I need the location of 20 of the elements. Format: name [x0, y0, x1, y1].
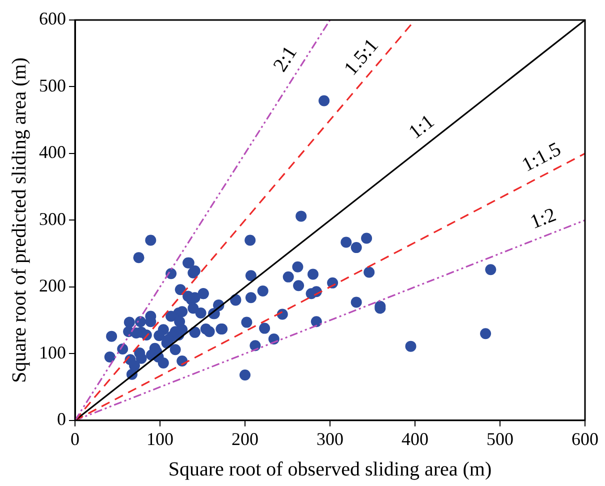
text: 2:1 — [269, 42, 302, 76]
x-tick-label: 300 — [316, 428, 344, 449]
text: 1:1 — [404, 110, 438, 144]
x-tick-label: 100 — [146, 428, 174, 449]
y-tick-label: 100 — [39, 342, 66, 362]
y-tick-label: 200 — [39, 276, 66, 296]
x-axis-title: Square root of observed sliding area (m) — [168, 458, 492, 480]
x-tick-label: 500 — [486, 428, 514, 449]
y-tick-label: 500 — [39, 75, 66, 96]
y-axis-title: Square root of predicted sliding area (m) — [8, 57, 30, 383]
y-tick-label: 0 — [57, 409, 66, 430]
x-tick-label: 400 — [402, 428, 428, 449]
y-tick-label: 600 — [39, 8, 66, 29]
y-tick-label: 400 — [39, 142, 66, 162]
text: 1:1.5 — [518, 138, 565, 176]
x-tick-label: 600 — [572, 428, 598, 449]
y-tick-label: 300 — [39, 208, 66, 229]
x-tick-label: 200 — [232, 428, 258, 449]
x-tick-label: 0 — [70, 428, 80, 449]
text: 1:2 — [527, 204, 560, 234]
